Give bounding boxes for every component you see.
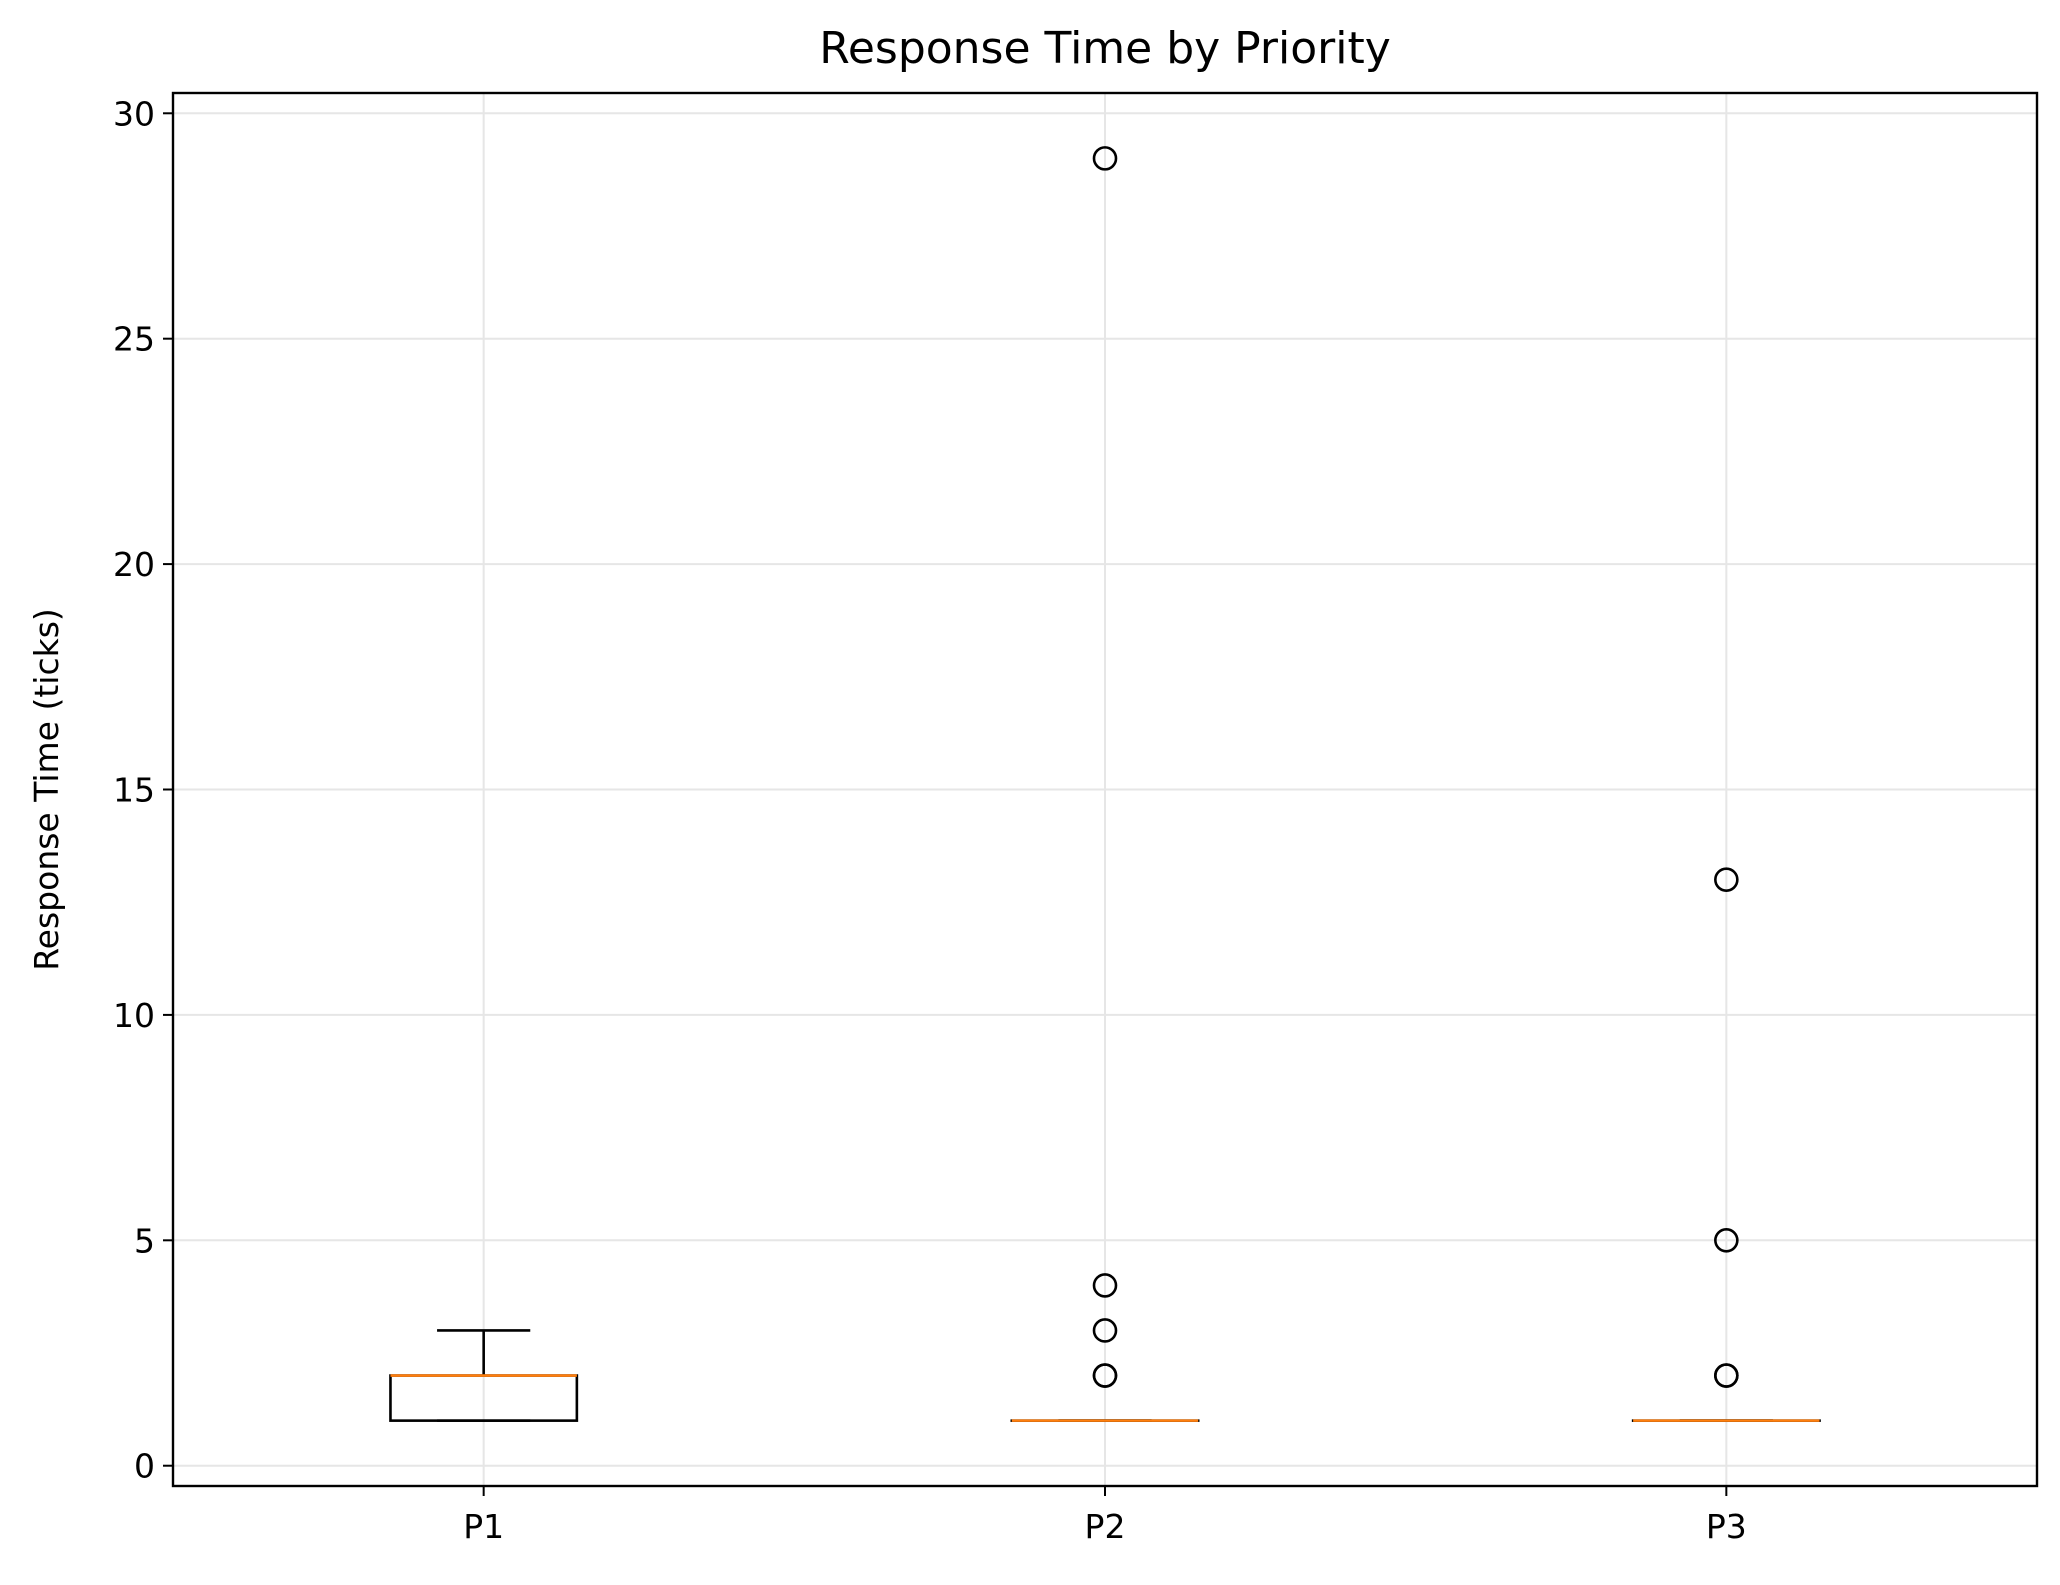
y-tick-label: 10	[113, 996, 155, 1035]
chart-title: Response Time by Priority	[819, 23, 1391, 74]
x-tick-label: P3	[1706, 1507, 1747, 1546]
y-tick-label: 30	[113, 94, 155, 133]
x-axis-ticks: P1 P2 P3	[463, 1486, 1747, 1546]
y-tick-label: 15	[113, 771, 155, 810]
x-tick-label: P2	[1085, 1507, 1126, 1546]
y-tick-label: 20	[113, 545, 155, 584]
x-tick-label: P1	[463, 1507, 504, 1546]
y-tick-label: 25	[113, 320, 155, 359]
y-tick-label: 5	[134, 1221, 155, 1260]
y-tick-label: 0	[134, 1447, 155, 1486]
grid-lines	[173, 93, 2037, 1486]
y-axis-ticks: 0 5 10 15 20 25 30	[113, 94, 173, 1485]
y-axis-label: Response Time (ticks)	[27, 608, 66, 971]
